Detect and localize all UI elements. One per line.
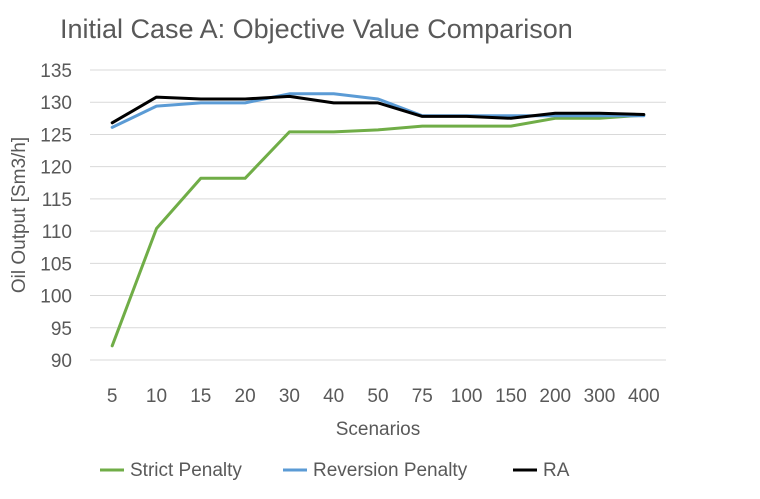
x-axis-ticks: 5 10 15 20 30 40 50 75 100 150 200 300 400 [107,386,660,407]
legend: Strict Penalty Reversion Penalty RA [100,460,570,481]
series-lines [110,92,646,348]
x-tick-label: 20 [235,386,256,407]
legend-label: Reversion Penalty [313,460,468,481]
y-axis-ticks: 90 95 100 105 110 115 120 125 130 135 [40,61,72,372]
x-tick-label: 50 [367,386,388,407]
y-tick-label: 120 [40,158,72,179]
x-tick-label: 200 [539,386,571,407]
y-tick-label: 115 [42,190,72,211]
x-tick-label: 75 [412,386,433,407]
y-tick-label: 95 [51,319,72,340]
y-tick-label: 90 [51,351,72,372]
y-axis-label: Oil Output [Sm3/h] [9,137,30,293]
series-line-strict-penalty [110,113,646,348]
x-tick-label: 10 [146,386,167,407]
y-tick-label: 130 [40,93,72,114]
y-tick-label: 135 [40,61,72,82]
x-tick-label: 5 [107,386,118,407]
x-tick-label: 40 [323,386,344,407]
chart-title: Initial Case A: Objective Value Comparis… [60,14,573,44]
x-tick-label: 300 [584,386,616,407]
legend-label: RA [543,460,570,481]
y-tick-label: 110 [42,222,72,243]
x-tick-label: 30 [279,386,300,407]
x-tick-label: 400 [628,386,660,407]
x-tick-label: 100 [451,386,483,407]
y-tick-label: 125 [40,125,72,146]
y-tick-label: 105 [40,254,72,275]
series-line-ra [110,94,646,125]
y-tick-label: 100 [40,287,72,308]
series-line-reversion-penalty [110,92,646,129]
x-tick-label: 15 [190,386,211,407]
x-axis-label: Scenarios [336,419,421,440]
legend-label: Strict Penalty [130,460,242,481]
x-tick-label: 150 [495,386,527,407]
